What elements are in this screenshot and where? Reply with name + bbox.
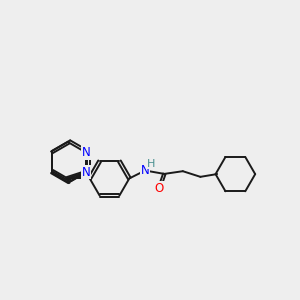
Text: N: N <box>82 166 90 179</box>
Text: O: O <box>155 182 164 195</box>
Text: N: N <box>141 164 149 177</box>
Text: H: H <box>147 159 155 169</box>
Text: N: N <box>82 146 90 159</box>
